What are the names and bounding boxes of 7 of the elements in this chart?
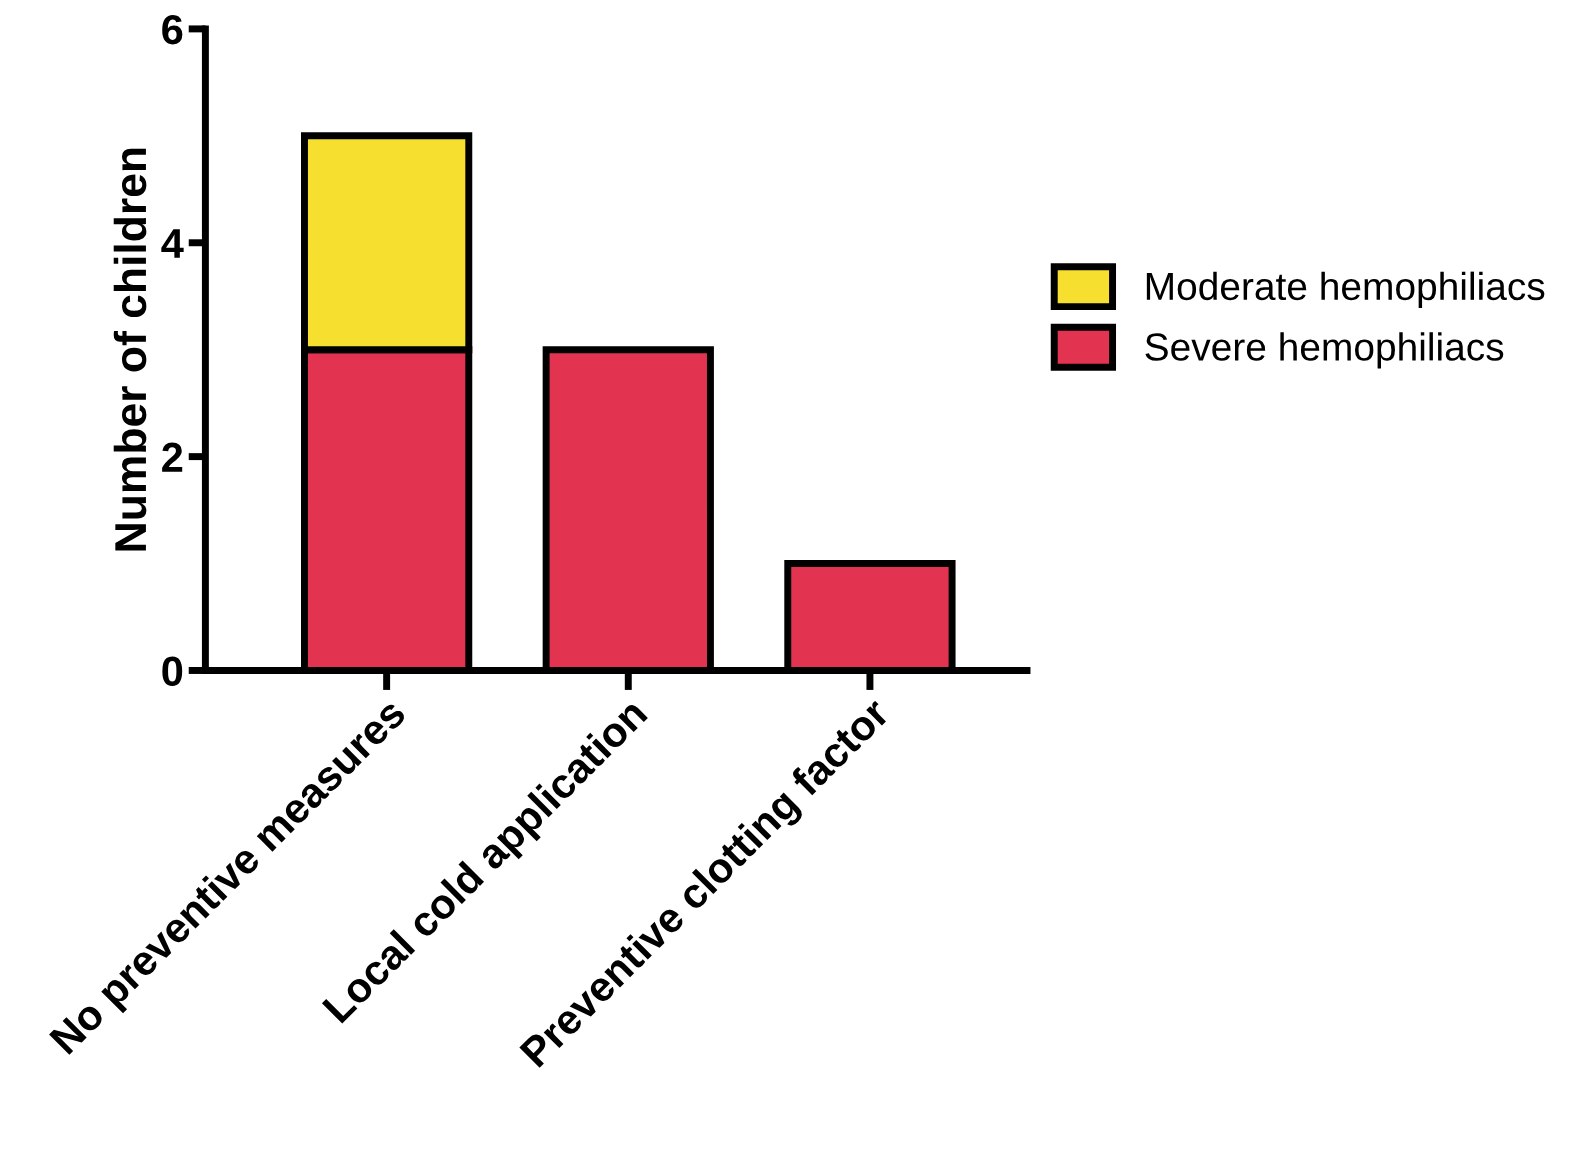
y-tick-label: 0 — [162, 656, 183, 686]
y-tick-label: 2 — [162, 442, 183, 472]
legend-label: Severe hemophiliacs — [1145, 332, 1504, 369]
y-axis-title: Number of children — [113, 148, 147, 551]
legend-label: Moderate hemophiliacs — [1146, 271, 1545, 308]
y-tick-label: 6 — [162, 14, 183, 45]
y-tick-label: 4 — [161, 229, 184, 258]
